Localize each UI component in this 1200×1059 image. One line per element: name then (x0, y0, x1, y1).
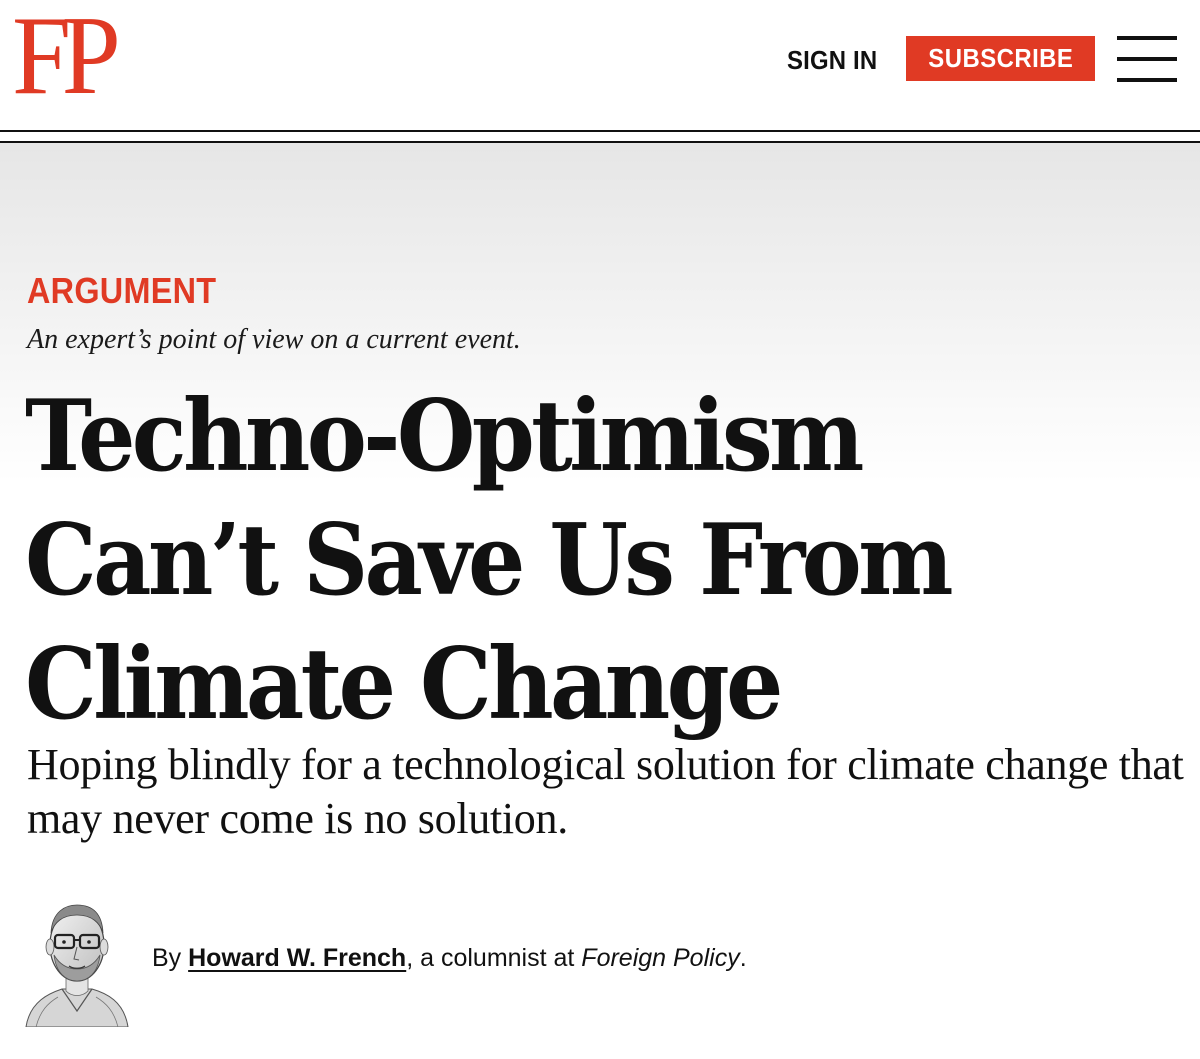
hamburger-menu-icon[interactable] (1117, 36, 1177, 82)
byline-suffix: . (739, 944, 747, 972)
header-divider-bottom (0, 141, 1200, 143)
headline-line: Techno-Optimism (25, 379, 864, 494)
article-kicker[interactable]: ARGUMENT (27, 270, 217, 311)
header-divider-top (0, 130, 1200, 132)
menu-bar-middle (1117, 57, 1177, 61)
article-deck: Hoping blindly for a technological solut… (27, 740, 1184, 843)
article-byline: By Howard W. French, a columnist at Fore… (152, 941, 747, 975)
article-hero-background (0, 143, 1200, 1059)
site-header: FP SIGN IN SUBSCRIBE (0, 0, 1200, 131)
headline-line: Can’t Save Us From (25, 503, 953, 618)
fp-logo[interactable]: FP (12, 0, 121, 118)
menu-bar-bottom (1117, 78, 1177, 82)
author-avatar[interactable] (22, 893, 132, 1028)
publication-name: Foreign Policy (581, 944, 740, 972)
subscribe-button[interactable]: SUBSCRIBE (906, 36, 1095, 81)
byline-middle: , a columnist at (406, 944, 582, 972)
byline-prefix: By (152, 944, 189, 972)
article-headline: Techno-Optimism Can’t Save Us From Clima… (25, 375, 1175, 747)
subscribe-button-label: SUBSCRIBE (927, 43, 1074, 73)
author-portrait-illustration (25, 904, 129, 1028)
kicker-description: An expert’s point of view on a current e… (27, 324, 521, 355)
sign-in-link[interactable]: SIGN IN (787, 45, 878, 75)
headline-line: Climate Change (25, 627, 783, 742)
menu-bar-top (1117, 36, 1177, 40)
author-link[interactable]: Howard W. French (188, 944, 407, 972)
